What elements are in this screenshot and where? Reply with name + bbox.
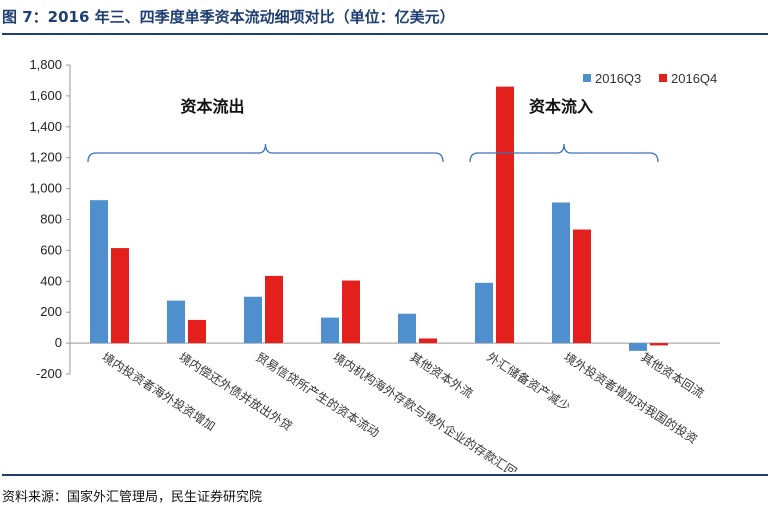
y-tick-label: -200 [36, 366, 62, 381]
legend-label: 2016Q3 [595, 71, 641, 86]
bar-2016q4-3 [342, 280, 360, 344]
x-category-label: 外汇储备资产减少 [484, 349, 573, 414]
bar-2016q3-0 [90, 200, 108, 344]
group-bracket [87, 143, 444, 163]
x-category-label: 境外投资者增加对我国的投资 [561, 349, 700, 447]
bar-2016q4-6 [573, 229, 591, 344]
y-tick-label: 1,200 [29, 150, 62, 165]
y-tick-label: 800 [40, 212, 62, 227]
y-tick-label: 600 [40, 242, 62, 257]
legend-label: 2016Q4 [671, 71, 717, 86]
y-tick-label: 1,800 [29, 57, 62, 72]
bar-2016q4-5 [496, 86, 514, 344]
figure-title: 图 7：2016 年三、四季度单季资本流动细项对比（单位：亿美元） [2, 8, 455, 26]
bar-2016q3-1 [167, 300, 185, 344]
bar-2016q3-5 [475, 282, 493, 344]
bar-2016q3-7 [629, 343, 647, 351]
group-label: 资本流出 [181, 97, 245, 116]
bar-2016q4-2 [265, 275, 283, 344]
y-tick-label: 0 [55, 335, 62, 350]
y-tick-label: 1,400 [29, 119, 62, 134]
bottom-divider [2, 474, 768, 476]
bar-2016q4-7 [650, 343, 668, 346]
source-note: 资料来源：国家外汇管理局，民生证券研究院 [2, 490, 263, 505]
y-tick-label: 1,000 [29, 181, 62, 196]
y-tick-label: 200 [40, 304, 62, 319]
bar-2016q3-4 [398, 313, 416, 344]
bar-2016q3-6 [552, 202, 570, 344]
bar-2016q4-4 [419, 338, 437, 344]
bar-2016q4-1 [188, 319, 206, 344]
x-category-label: 贸易信贷所产生的资本流动 [253, 349, 382, 440]
bar-2016q3-2 [244, 296, 262, 344]
group-label: 资本流入 [529, 97, 593, 116]
legend-swatch-2016q3 [583, 74, 591, 82]
bar-2016q3-3 [321, 317, 339, 344]
x-category-label: 其他资本外流 [407, 350, 475, 401]
bar-2016q4-0 [111, 248, 129, 344]
x-category-label: 其他资本回流 [638, 350, 706, 401]
top-divider [2, 33, 768, 35]
legend-swatch-2016q4 [659, 74, 667, 82]
group-bracket [469, 143, 659, 163]
y-tick-label: 1,600 [29, 88, 62, 103]
y-tick-label: 400 [40, 273, 62, 288]
bar-chart: -200 0 200 400 600 800 1,000 1,200 1,400 1,600 1,8… [29, 57, 720, 472]
